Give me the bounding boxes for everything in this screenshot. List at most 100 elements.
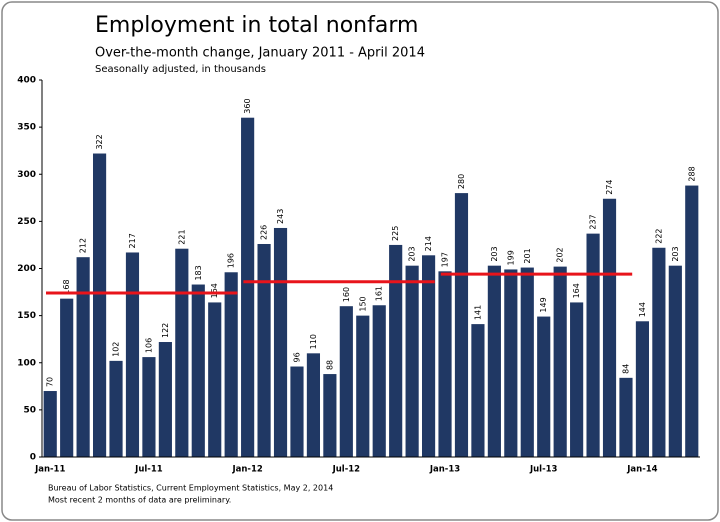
value-label: 164 [572,283,581,298]
footnote: Bureau of Labor Statistics, Current Empl… [48,484,333,493]
bar [290,366,304,457]
value-label: 164 [210,283,219,298]
value-label: 161 [375,286,384,301]
value-label: 183 [194,265,203,280]
bar [389,244,403,457]
footnote: Most recent 2 months of data are prelimi… [48,496,231,505]
bar [438,271,452,457]
bar [191,284,205,457]
value-label: 160 [342,287,351,302]
value-label: 274 [605,179,614,194]
value-label: 122 [161,323,170,338]
x-tick-label: Jan-14 [626,465,657,475]
bar [635,321,650,457]
bar [158,342,172,457]
value-label: 203 [490,246,499,261]
bar [257,243,271,457]
bar [339,306,353,457]
value-label: 222 [654,228,663,243]
y-tick-label: 300 [17,170,36,180]
y-tick-label: 100 [17,358,36,368]
bar [652,247,666,457]
chart-subtitle: Seasonally adjusted, in thousands [95,64,266,75]
bar [208,302,222,457]
bar [487,265,501,457]
value-label: 243 [276,209,285,224]
bar [405,265,419,457]
bar [570,302,584,457]
bar [602,198,617,457]
bar [372,305,386,457]
value-label: 322 [95,134,104,149]
value-label: 226 [260,225,269,240]
value-label: 197 [441,252,450,267]
bar [241,117,255,457]
value-label: 106 [144,338,153,353]
value-label: 214 [424,236,433,251]
bar [224,272,238,457]
bar [421,255,436,457]
y-tick-label: 400 [17,76,36,86]
value-label: 102 [112,342,121,357]
bar [520,267,534,457]
value-label: 199 [506,250,515,265]
x-tick-label: Jan-11 [34,465,65,475]
x-tick-label: Jul-13 [529,465,558,475]
bar [668,265,682,457]
y-tick-label: 50 [23,405,36,415]
bar [685,185,699,457]
bar [586,233,600,457]
y-tick-label: 0 [30,453,36,463]
bar [273,227,288,457]
bar [619,377,633,457]
bar [175,248,189,457]
chart-title: Employment in total nonfarm [95,13,418,38]
value-label: 144 [638,302,647,317]
bar [471,324,485,457]
value-label: 203 [671,246,680,261]
value-label: 280 [457,174,466,189]
x-tick-label: Jul-11 [134,465,163,475]
value-label: 203 [408,246,417,261]
bar [356,315,370,457]
value-label: 196 [227,253,236,268]
value-label: 88 [325,360,334,370]
value-label: 212 [79,238,88,253]
value-label: 221 [177,229,186,244]
value-label: 168 [62,279,71,294]
bar [323,374,337,457]
value-label: 225 [391,226,400,241]
value-label: 237 [589,214,598,229]
y-tick-label: 350 [17,123,36,133]
value-label: 201 [523,248,532,263]
y-tick-label: 200 [17,264,36,274]
y-tick-label: 150 [17,311,36,321]
bar [60,298,74,457]
value-label: 202 [556,247,565,262]
value-label: 96 [292,352,301,362]
bar [504,269,518,457]
bar [43,391,57,457]
bar [553,266,567,457]
bar [92,153,107,457]
value-label: 217 [128,233,137,248]
value-label: 360 [243,98,252,113]
chart-subtitle: Over-the-month change, January 2011 - Ap… [95,46,425,61]
value-label: 288 [687,166,696,181]
bar [76,257,90,457]
value-label: 70 [46,377,55,387]
bar [125,252,140,457]
value-label: 110 [309,334,318,349]
bar [142,357,156,457]
bar [306,353,321,457]
value-label: 141 [473,305,482,320]
value-label: 150 [358,296,367,311]
x-tick-label: Jul-12 [332,465,361,475]
y-tick-label: 250 [17,217,36,227]
x-tick-label: Jan-12 [231,465,262,475]
value-label: 149 [539,297,548,312]
bar [537,316,551,457]
bar [109,360,123,457]
x-tick-label: Jan-13 [429,465,460,475]
